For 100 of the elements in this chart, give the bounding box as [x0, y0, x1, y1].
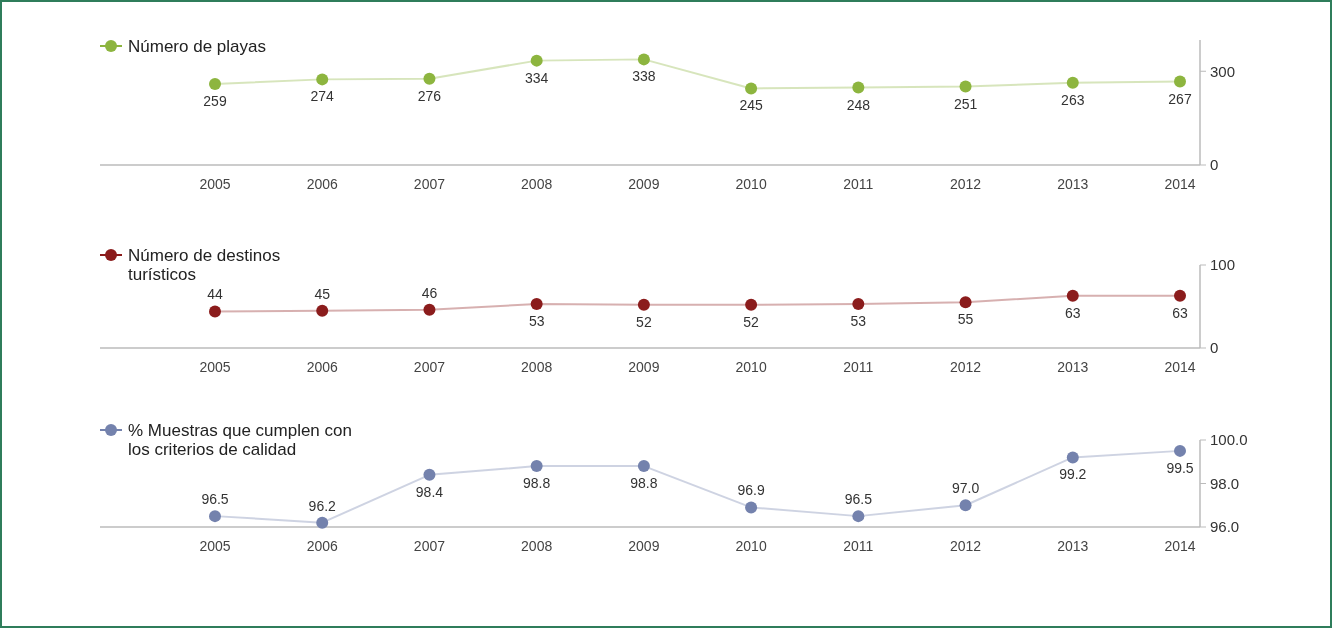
x-tick-label: 2012	[949, 359, 982, 375]
x-tick-label: 2014	[1164, 538, 1196, 554]
x-tick-label: 2007	[413, 359, 446, 375]
x-tick-label: 2009	[628, 538, 660, 554]
x-tick-label: 2007	[413, 176, 446, 192]
x-tick-label: 2008	[521, 176, 553, 192]
x-tick-label: 2006	[306, 176, 338, 192]
data-label: 96.9	[737, 482, 765, 499]
data-label: 274	[310, 88, 335, 105]
data-label: 52	[743, 313, 760, 330]
y-tick-label: 0	[1210, 339, 1219, 357]
point	[423, 72, 436, 85]
x-tick-label: 2006	[306, 538, 338, 554]
x-tick-label: 2013	[1057, 176, 1089, 192]
data-label: 63	[1172, 304, 1188, 321]
y-tick-label: 96.0	[1210, 518, 1240, 536]
x-tick-label: 2008	[521, 538, 553, 554]
point	[530, 460, 543, 473]
x-tick-label: 2010	[735, 176, 767, 192]
data-label: 96.5	[201, 491, 229, 508]
data-label: 98.8	[630, 475, 658, 492]
data-label: 44	[207, 286, 223, 303]
x-tick-label: 2009	[628, 359, 660, 375]
x-tick-label: 2006	[306, 359, 338, 375]
point	[316, 73, 329, 86]
x-tick-label: 2005	[199, 538, 231, 554]
data-label: 276	[417, 87, 442, 104]
y-tick-label: 0	[1210, 156, 1219, 174]
point	[852, 510, 865, 523]
data-label: 98.4	[415, 483, 444, 500]
data-label: 338	[632, 68, 656, 85]
legend-label: Número de playas	[128, 36, 266, 56]
data-label: 99.2	[1059, 466, 1087, 483]
data-label: 251	[953, 95, 978, 112]
point	[316, 516, 329, 529]
point	[316, 304, 329, 317]
data-label: 263	[1061, 91, 1085, 108]
data-label: 53	[850, 313, 867, 330]
data-label: 45	[314, 285, 331, 302]
point	[959, 80, 972, 93]
point	[209, 510, 221, 523]
point	[209, 78, 221, 91]
point	[637, 53, 650, 66]
x-tick-label: 2005	[199, 176, 231, 192]
data-label: 334	[524, 69, 549, 86]
x-tick-label: 2008	[521, 359, 553, 375]
x-tick-label: 2011	[843, 538, 874, 554]
point	[530, 298, 543, 311]
x-tick-label: 2014	[1164, 359, 1196, 375]
point	[423, 303, 436, 316]
point	[1174, 444, 1186, 457]
x-tick-label: 2011	[843, 176, 874, 192]
point	[1066, 451, 1079, 464]
point	[745, 298, 758, 311]
y-tick-label: 100.0	[1210, 431, 1248, 449]
y-tick-label: 300	[1210, 62, 1236, 80]
point	[637, 298, 650, 311]
point	[530, 54, 543, 67]
x-tick-label: 2012	[949, 176, 982, 192]
point	[423, 468, 436, 481]
point	[209, 305, 221, 318]
point	[959, 499, 972, 512]
x-tick-label: 2012	[949, 538, 982, 554]
x-tick-label: 2011	[843, 359, 874, 375]
x-tick-label: 2013	[1057, 359, 1089, 375]
point	[745, 501, 758, 514]
point	[852, 81, 865, 94]
x-tick-label: 2009	[628, 176, 660, 192]
data-label: 259	[203, 93, 227, 110]
point	[745, 82, 758, 95]
data-label: 267	[1168, 90, 1192, 107]
x-tick-label: 2010	[735, 538, 767, 554]
data-label: 53	[528, 313, 545, 330]
x-tick-label: 2007	[413, 538, 446, 554]
y-tick-label: 98.0	[1210, 474, 1240, 492]
point	[637, 460, 650, 473]
data-label: 96.5	[844, 491, 873, 508]
x-tick-label: 2005	[199, 359, 231, 375]
data-label: 98.8	[523, 475, 551, 492]
data-label: 248	[846, 96, 871, 113]
point	[1174, 289, 1186, 302]
y-tick-label: 100	[1210, 256, 1236, 274]
point	[1174, 75, 1186, 88]
point	[852, 298, 865, 311]
point	[1066, 289, 1079, 302]
x-tick-label: 2013	[1057, 538, 1089, 554]
data-label: 46	[421, 284, 438, 301]
data-label: 52	[636, 313, 652, 330]
data-label: 97.0	[951, 480, 980, 497]
data-label: 63	[1064, 304, 1081, 321]
legend-label: Número de destinos turísticos	[128, 245, 281, 284]
data-label: 55	[957, 311, 974, 328]
legend-label: % Muestras que cumplen con los criterios de calidad	[128, 420, 352, 459]
point	[1066, 76, 1079, 89]
x-tick-label: 2014	[1164, 176, 1196, 192]
x-tick-label: 2010	[735, 359, 767, 375]
data-label: 96.2	[308, 497, 337, 514]
point	[959, 296, 972, 309]
data-label: 99.5	[1166, 459, 1194, 476]
data-label: 245	[739, 97, 763, 114]
